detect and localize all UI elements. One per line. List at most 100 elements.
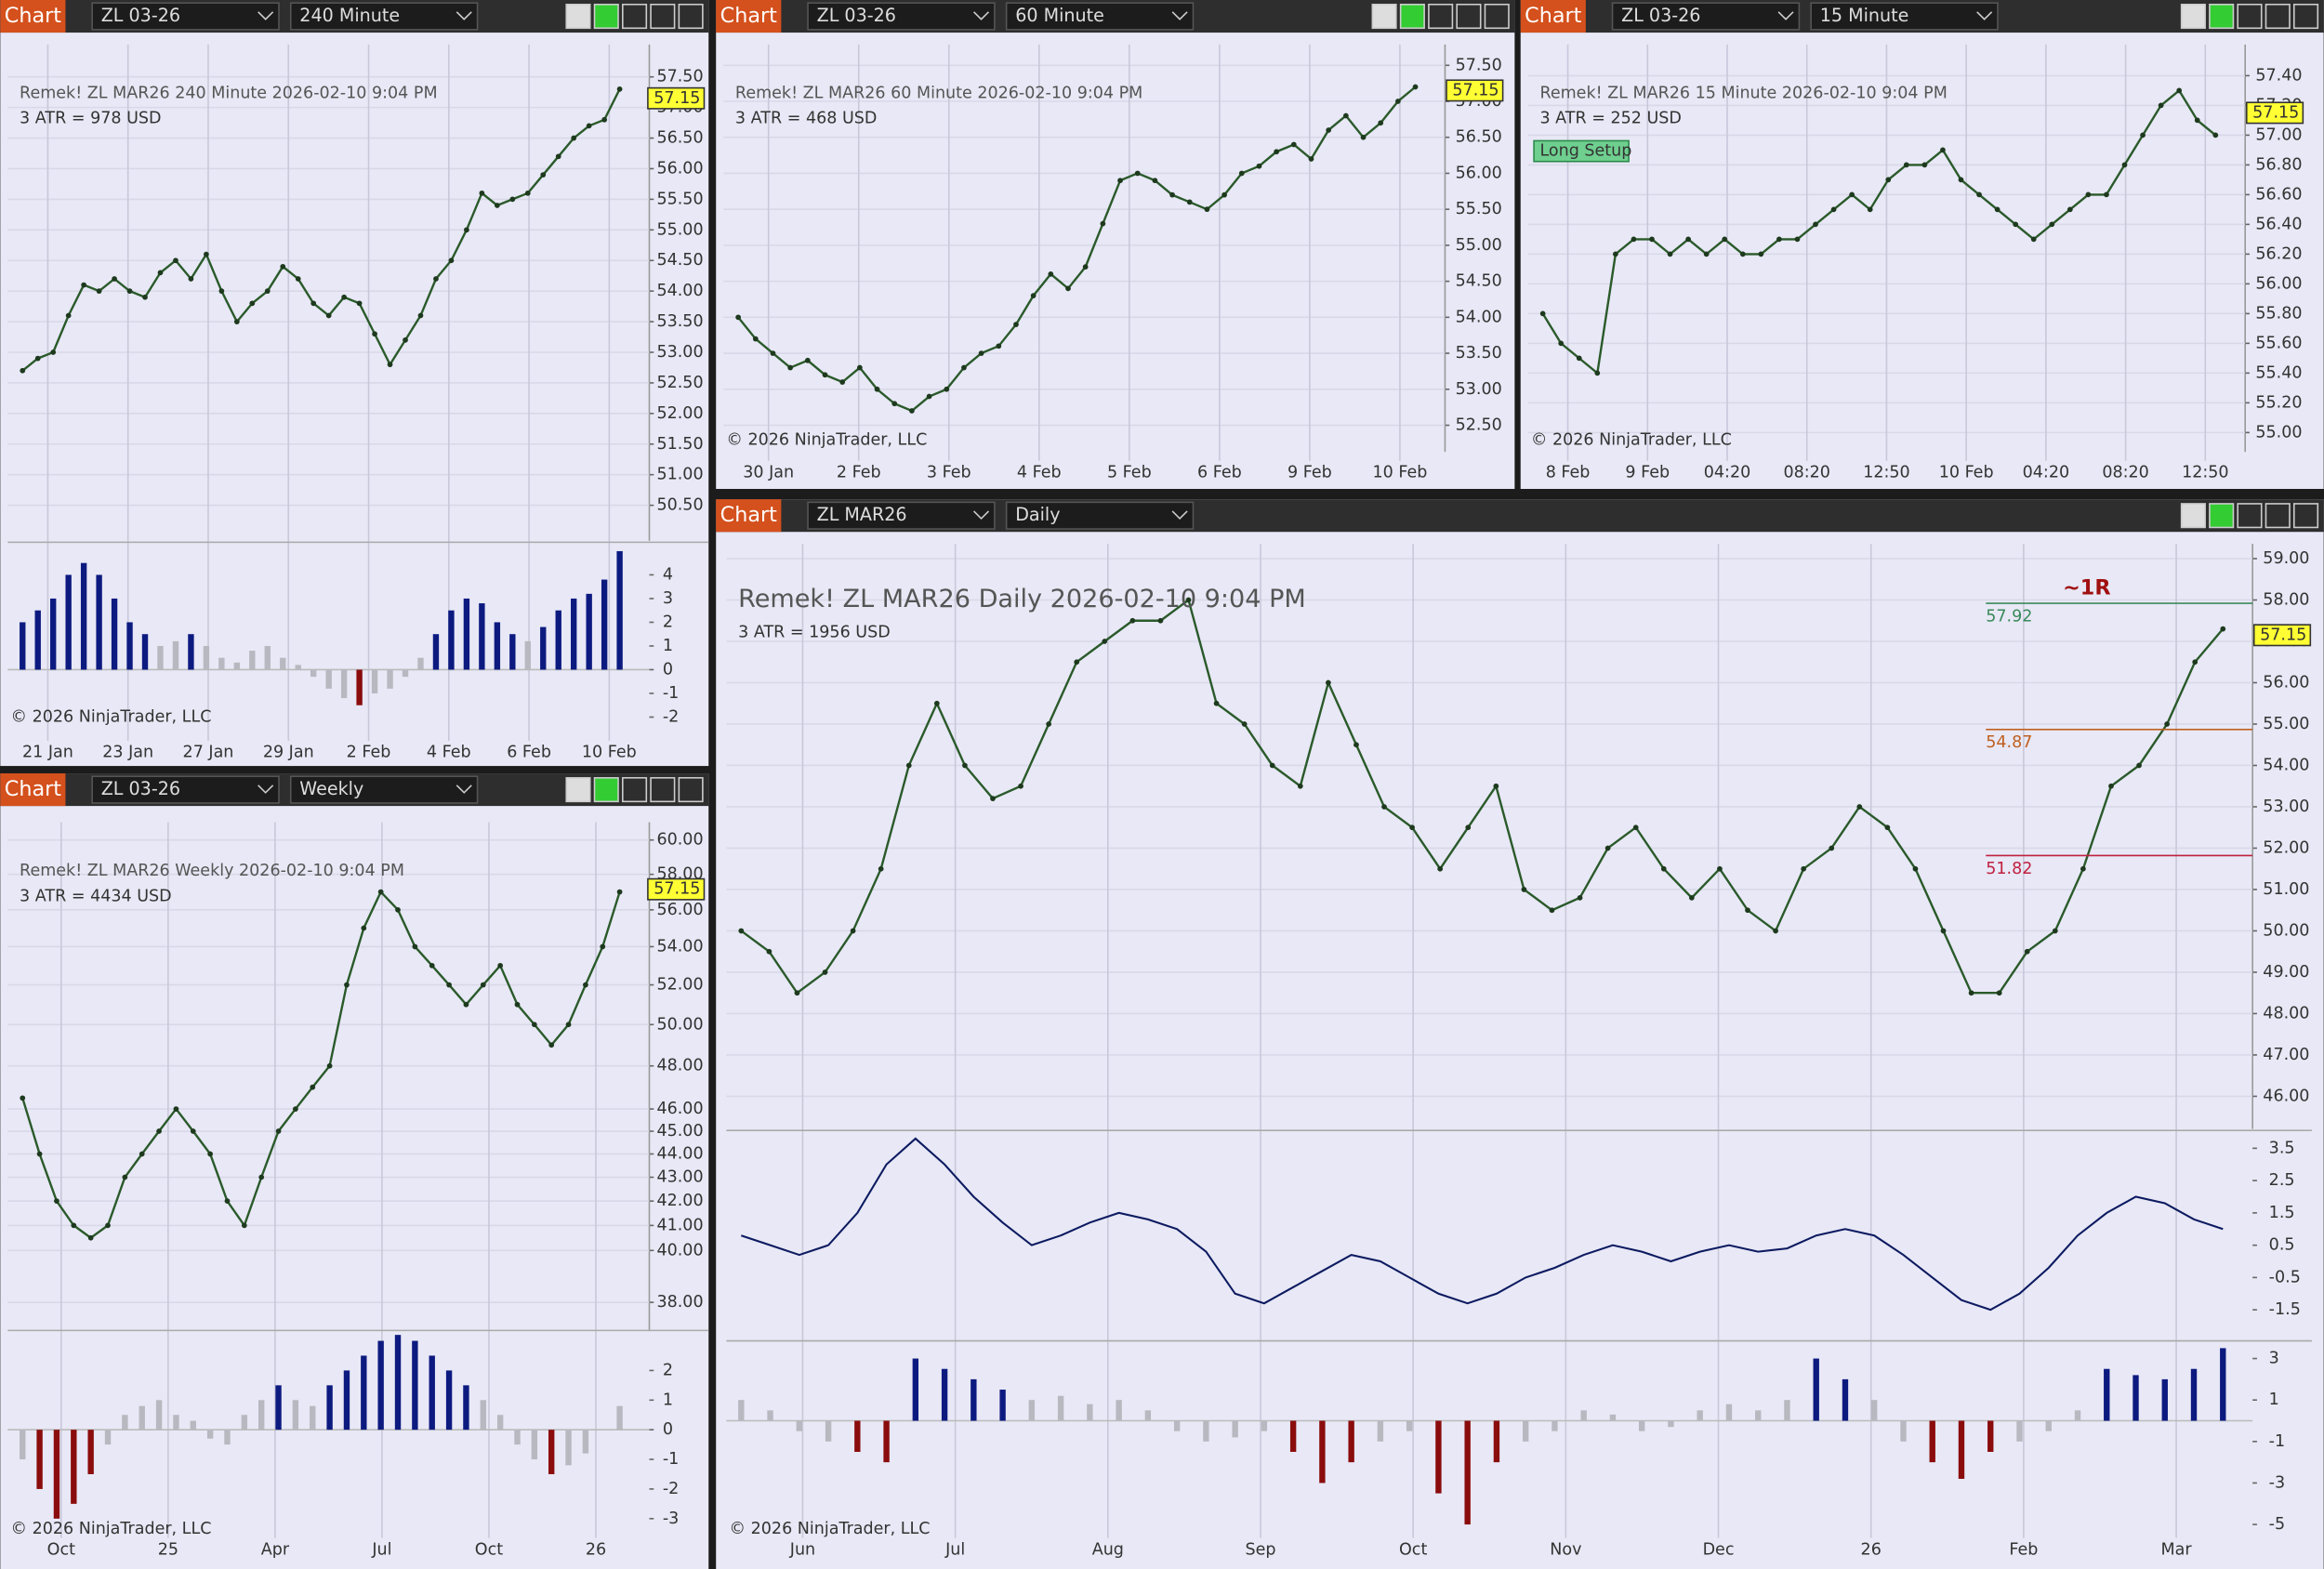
- window-button[interactable]: [622, 3, 648, 30]
- indicator-tick-label: 4: [663, 565, 673, 584]
- close-point: [2067, 206, 2073, 213]
- close-point: [1912, 865, 1919, 872]
- x-tick-label: 5 Feb: [1107, 463, 1152, 481]
- close-point: [1830, 206, 1837, 213]
- dropdown-arrow: [973, 510, 990, 521]
- timeframe-dropdown[interactable]: [1005, 501, 1195, 530]
- close-point: [1921, 162, 1928, 168]
- close-point: [295, 276, 301, 282]
- close-point: [1794, 236, 1801, 243]
- close-point: [1152, 178, 1158, 184]
- window-button[interactable]: [593, 777, 619, 803]
- close-point: [1604, 845, 1611, 851]
- window-button[interactable]: [678, 777, 704, 803]
- histogram-bar: [310, 1405, 316, 1431]
- window-button[interactable]: [1428, 3, 1454, 30]
- x-tick-label: Jun: [789, 1540, 815, 1559]
- window-button[interactable]: [593, 3, 619, 30]
- close-point: [2192, 659, 2199, 666]
- close-point: [738, 928, 745, 934]
- histogram-bar: [20, 1430, 26, 1460]
- instrument-dropdown[interactable]: [807, 2, 996, 31]
- histogram-bar: [2016, 1420, 2023, 1442]
- close-point: [1968, 990, 1974, 996]
- x-tick-label: 26: [1861, 1540, 1882, 1559]
- close-point: [1381, 804, 1387, 810]
- instrument-dropdown[interactable]: [91, 2, 280, 31]
- timeframe-dropdown[interactable]: [289, 775, 479, 804]
- window-button[interactable]: [678, 3, 704, 30]
- x-tick-label: 12:50: [1863, 463, 1909, 481]
- window-button[interactable]: [1399, 3, 1425, 30]
- y-tick-label: 56.00: [656, 159, 703, 178]
- window-button[interactable]: [1456, 3, 1482, 30]
- close-point: [1594, 370, 1601, 376]
- y-tick-label: 57.50: [1456, 56, 1502, 74]
- x-tick-label: 29 Jan: [263, 744, 314, 762]
- x-tick-label: 2 Feb: [347, 744, 391, 762]
- x-tick-label: Oct: [47, 1540, 75, 1559]
- close-point: [1577, 894, 1583, 901]
- histogram-bar: [1203, 1420, 1209, 1442]
- close-point: [600, 943, 606, 950]
- x-tick-label: Sep: [1245, 1540, 1275, 1559]
- histogram-bar: [402, 669, 409, 678]
- window-button[interactable]: [2180, 503, 2206, 529]
- close-point: [1013, 322, 1019, 327]
- indicator-tick-label: -1: [663, 1450, 679, 1469]
- close-point: [2085, 191, 2092, 198]
- instrument-dropdown[interactable]: [1611, 2, 1801, 31]
- window-button[interactable]: [2265, 3, 2291, 30]
- window-button[interactable]: [565, 3, 591, 30]
- window-button[interactable]: [2292, 503, 2319, 529]
- window-button[interactable]: [2237, 3, 2263, 30]
- close-point: [583, 982, 588, 988]
- timeframe-dropdown[interactable]: [1810, 2, 1999, 31]
- window-button[interactable]: [2209, 503, 2235, 529]
- timeframe-dropdown[interactable]: [1005, 2, 1195, 31]
- window-button[interactable]: [2237, 503, 2263, 529]
- close-point: [1667, 251, 1673, 257]
- window-button[interactable]: [650, 3, 676, 30]
- window-button[interactable]: [2180, 3, 2206, 30]
- window-button[interactable]: [1484, 3, 1510, 30]
- indicator-tick-label: 0: [663, 660, 673, 679]
- instrument-dropdown[interactable]: [91, 775, 280, 804]
- indicator-tick-label: -5: [2269, 1515, 2285, 1534]
- indicator-tick-label: 1.5: [2269, 1204, 2295, 1222]
- window-button[interactable]: [650, 777, 676, 803]
- instrument-dropdown[interactable]: [807, 501, 996, 530]
- level-label: 57.92: [1986, 607, 2032, 626]
- close-point: [1326, 127, 1332, 133]
- y-tick-label: 51.50: [656, 435, 703, 454]
- window-button[interactable]: [2265, 503, 2291, 529]
- histogram-bar: [1784, 1400, 1790, 1421]
- y-tick-label: 56.50: [1456, 128, 1502, 147]
- close-point: [1867, 206, 1873, 213]
- x-tick-label: Oct: [1399, 1540, 1427, 1559]
- histogram-bar: [1725, 1404, 1733, 1421]
- indicator-tick-label: 0: [663, 1420, 673, 1439]
- close-point: [1274, 149, 1280, 155]
- copyright: © 2026 NinjaTrader, LLC: [726, 430, 927, 449]
- close-point: [2220, 626, 2226, 632]
- close-point: [429, 962, 435, 969]
- window-button[interactable]: [565, 777, 591, 803]
- window-button[interactable]: [1371, 3, 1397, 30]
- indicator-tick-label: 2: [663, 613, 673, 631]
- close-point: [310, 300, 317, 307]
- close-point: [787, 364, 794, 371]
- window-button[interactable]: [2292, 3, 2319, 30]
- y-tick-label: 57.00: [2255, 125, 2302, 144]
- histogram-bar: [540, 626, 547, 670]
- window-button[interactable]: [622, 777, 648, 803]
- window-button[interactable]: [2209, 3, 2235, 30]
- close-point: [1549, 907, 1555, 914]
- close-point: [804, 357, 811, 363]
- close-point: [2158, 102, 2164, 109]
- close-point: [139, 1151, 145, 1157]
- timeframe-dropdown[interactable]: [289, 2, 479, 31]
- x-tick-label: 6 Feb: [507, 744, 551, 762]
- histogram-bar: [2161, 1378, 2168, 1421]
